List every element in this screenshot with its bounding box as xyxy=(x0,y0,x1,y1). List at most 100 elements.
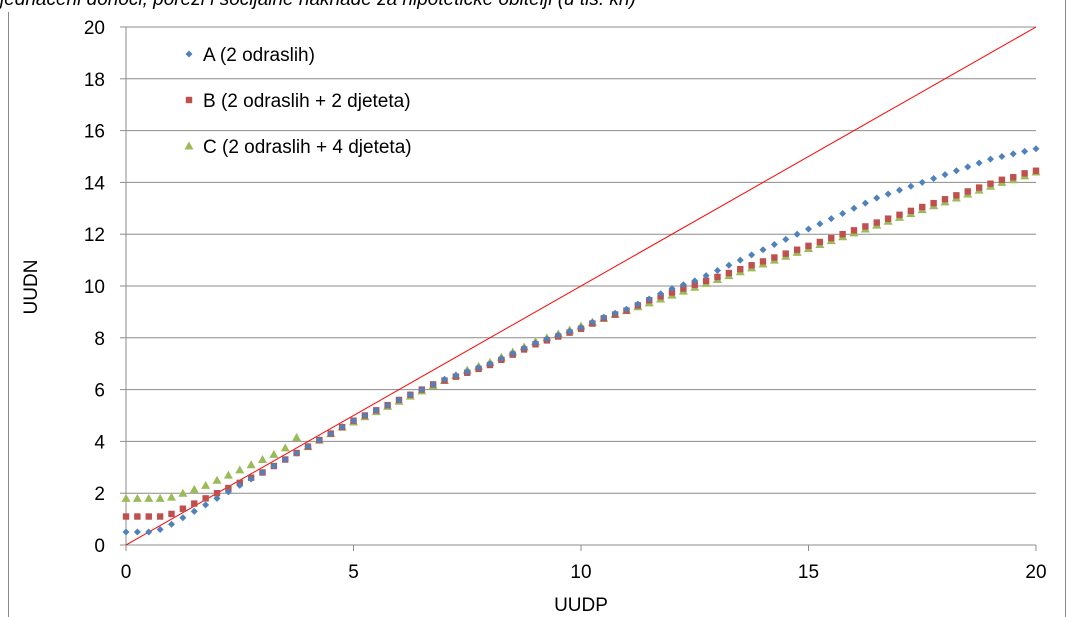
data-point xyxy=(975,159,983,167)
reference-line xyxy=(125,26,1037,546)
data-point xyxy=(167,492,176,501)
data-point xyxy=(543,335,551,343)
data-point xyxy=(816,238,824,246)
data-point xyxy=(121,493,131,502)
data-point xyxy=(680,285,687,292)
data-point xyxy=(679,281,687,289)
data-point xyxy=(702,272,710,280)
data-point xyxy=(441,375,448,383)
data-point xyxy=(145,513,152,520)
data-point xyxy=(884,215,892,222)
data-point xyxy=(998,176,1006,184)
data-point xyxy=(873,219,880,226)
data-point xyxy=(907,182,915,190)
data-point xyxy=(224,488,232,496)
data-point xyxy=(736,256,744,264)
data-point xyxy=(1032,145,1040,153)
data-point xyxy=(452,371,460,379)
data-point xyxy=(771,254,778,261)
data-point xyxy=(919,203,926,211)
data-point xyxy=(759,258,767,265)
data-point xyxy=(280,443,290,452)
axes xyxy=(120,26,1037,551)
data-point xyxy=(782,250,789,257)
data-point xyxy=(304,443,312,451)
data-point xyxy=(554,331,562,339)
data-point xyxy=(486,360,494,368)
data-point xyxy=(235,465,245,474)
data-point xyxy=(600,313,608,321)
data-point xyxy=(611,309,619,317)
data-point xyxy=(816,220,824,228)
y-tick-label: 2 xyxy=(94,484,105,505)
data-point xyxy=(145,528,153,536)
data-point xyxy=(782,235,790,243)
y-axis-label: UUDN xyxy=(21,260,42,315)
data-point xyxy=(292,433,302,442)
data-point xyxy=(236,481,244,489)
data-point xyxy=(270,462,278,470)
data-point xyxy=(293,449,301,457)
data-point xyxy=(577,323,585,331)
data-point xyxy=(520,344,528,352)
data-point xyxy=(212,475,222,484)
data-point xyxy=(930,199,937,207)
data-point xyxy=(327,430,335,438)
data-point xyxy=(372,406,380,414)
data-point xyxy=(223,470,233,479)
series-0 xyxy=(122,145,1040,536)
data-point xyxy=(122,528,130,536)
y-tick-label: 20 xyxy=(84,18,105,39)
y-tick-label: 10 xyxy=(84,277,105,298)
data-point xyxy=(134,513,141,520)
data-point xyxy=(168,510,175,518)
data-point xyxy=(509,349,517,357)
legend-marker xyxy=(184,141,194,150)
data-point xyxy=(1009,150,1017,158)
data-point xyxy=(998,153,1006,160)
data-point xyxy=(702,277,710,285)
data-point xyxy=(953,192,960,199)
data-point xyxy=(1021,147,1029,155)
data-point xyxy=(315,436,323,444)
y-tick-label: 8 xyxy=(94,329,105,350)
data-point xyxy=(839,231,846,238)
data-point xyxy=(862,223,869,230)
data-point xyxy=(941,171,949,179)
y-tick-label: 14 xyxy=(84,173,106,194)
data-point xyxy=(987,155,994,163)
data-point xyxy=(246,460,256,469)
data-point xyxy=(839,209,847,217)
data-point xyxy=(259,468,266,476)
legend-label: C (2 odraslih + 4 djeteta) xyxy=(203,137,412,158)
data-point xyxy=(179,514,187,522)
data-point xyxy=(566,327,574,335)
data-point xyxy=(338,423,346,431)
data-point xyxy=(258,455,267,464)
data-point xyxy=(588,318,596,326)
data-point xyxy=(269,449,279,458)
data-point xyxy=(225,484,232,492)
data-point xyxy=(907,207,915,215)
data-point xyxy=(793,246,801,253)
legend-label: B (2 odraslih + 2 djeteta) xyxy=(203,91,411,112)
data-point xyxy=(873,194,881,202)
data-point xyxy=(202,495,209,502)
x-tick-label: 20 xyxy=(1025,562,1046,583)
data-point xyxy=(429,380,437,388)
legend: A (2 odraslih) B (2 odraslih + 2 djeteta)… xyxy=(184,45,412,158)
data-point xyxy=(350,417,357,425)
series-markers xyxy=(121,145,1041,536)
data-point xyxy=(201,480,211,489)
data-point xyxy=(190,507,198,515)
data-point xyxy=(1010,174,1017,181)
data-point xyxy=(964,188,971,195)
y-tick-label: 0 xyxy=(94,536,105,557)
data-point xyxy=(714,273,721,281)
data-point xyxy=(737,265,744,273)
data-point xyxy=(850,227,858,234)
data-point xyxy=(168,520,175,528)
data-point xyxy=(770,241,778,249)
data-point xyxy=(213,494,221,502)
